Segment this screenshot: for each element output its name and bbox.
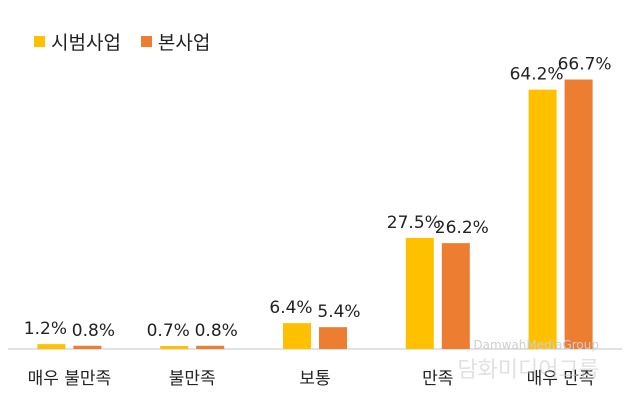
bar-series-2-1 xyxy=(73,345,102,349)
bar-series-1-4 xyxy=(405,237,434,349)
legend-item-series-1: 시범사업 xyxy=(34,28,121,55)
data-label-series-2-2: 0.8% xyxy=(195,321,238,341)
watermark-text: DamwahMediaGroup xyxy=(473,338,599,352)
category-label-1: 매우 불만족 xyxy=(28,369,112,389)
category-label-4: 만족 xyxy=(422,369,453,389)
data-label-series-1-1: 1.2% xyxy=(24,319,67,339)
legend: 시범사업 본사업 xyxy=(34,28,210,55)
bar-series-1-2 xyxy=(160,346,189,349)
data-label-series-2-1: 0.8% xyxy=(72,321,115,341)
data-label-series-1-3: 6.4% xyxy=(269,298,312,318)
watermark-korean: 담화미디어그룹 xyxy=(457,358,599,383)
bar-series-1-1 xyxy=(37,344,66,349)
bar-series-2-5 xyxy=(564,79,593,350)
data-label-series-1-4: 27.5% xyxy=(387,213,441,233)
legend-swatch-series-2 xyxy=(140,36,152,47)
bar-series-2-4 xyxy=(441,243,470,349)
data-label-series-1-2: 0.7% xyxy=(147,321,190,341)
category-label-5: 매우 만족 xyxy=(527,369,595,389)
category-label-3: 보통 xyxy=(299,369,330,389)
bar-series-1-5 xyxy=(528,89,557,349)
data-label-series-1-5: 64.2% xyxy=(510,65,564,85)
legend-swatch-series-1 xyxy=(34,36,45,47)
data-label-series-2-5: 66.7% xyxy=(558,55,612,75)
category-label-2: 불만족 xyxy=(169,369,216,389)
data-label-series-2-4: 26.2% xyxy=(435,218,489,238)
bar-series-2-2 xyxy=(196,345,225,349)
legend-item-series-2: 본사업 xyxy=(140,28,211,55)
bar-series-2-3 xyxy=(319,327,347,349)
bar-series-1-3 xyxy=(283,323,311,349)
legend-label-series-1: 시범사업 xyxy=(51,32,121,54)
legend-label-series-2: 본사업 xyxy=(157,32,211,54)
data-label-series-2-3: 5.4% xyxy=(317,302,360,322)
